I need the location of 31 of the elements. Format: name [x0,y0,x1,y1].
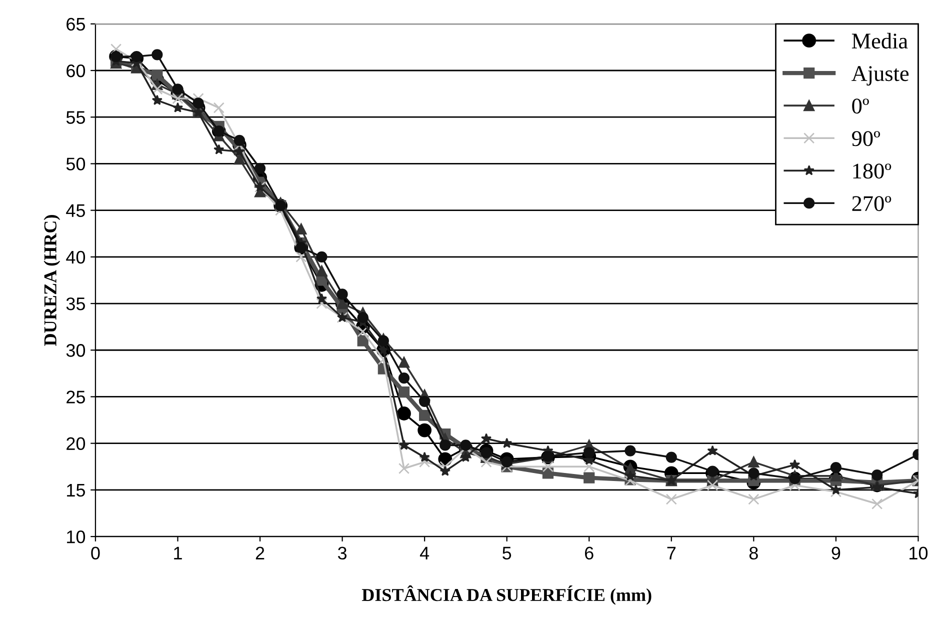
x-tick-label: 3 [338,546,347,560]
y-tick-label: 25 [66,390,85,404]
x-tick-label: 9 [832,546,840,560]
x-tick-label: 4 [420,546,430,560]
y-tick-label: 35 [66,297,85,310]
x-tick-label: 7 [667,546,676,560]
y-tick-label: 15 [67,484,85,497]
legend-label: Media [852,32,908,49]
x-tick-label: 5 [502,546,512,560]
legend-label: 0º [852,98,869,114]
x-axis-title: DISTÂNCIA DA SUPERFÍCIE (mm) [362,585,652,605]
legend-label: 90º [852,131,880,146]
y-tick-label: 55 [66,111,85,124]
y-axis-title: DUREZA (HRC) [44,215,60,346]
legend-label: Ajuste [852,66,909,86]
y-tick-label: 60 [66,64,86,78]
legend-label: 180º [853,164,892,179]
y-tick-label: 50 [66,158,86,170]
y-tick-label: 10 [67,530,86,544]
y-tick-label: 30 [66,344,86,357]
x-tick-label: 2 [256,546,264,560]
y-tick-label: 45 [66,204,85,218]
x-tick-label: 8 [749,546,758,560]
legend-label: 270º [852,196,892,212]
x-tick-label: 10 [910,546,928,560]
y-tick-label: 65 [66,18,85,31]
x-tick-label: 1 [174,546,182,560]
y-tick-label: 40 [66,250,86,264]
x-tick-label: 6 [585,546,594,560]
x-tick-label: 0 [91,546,100,560]
y-tick-label: 20 [66,437,86,450]
